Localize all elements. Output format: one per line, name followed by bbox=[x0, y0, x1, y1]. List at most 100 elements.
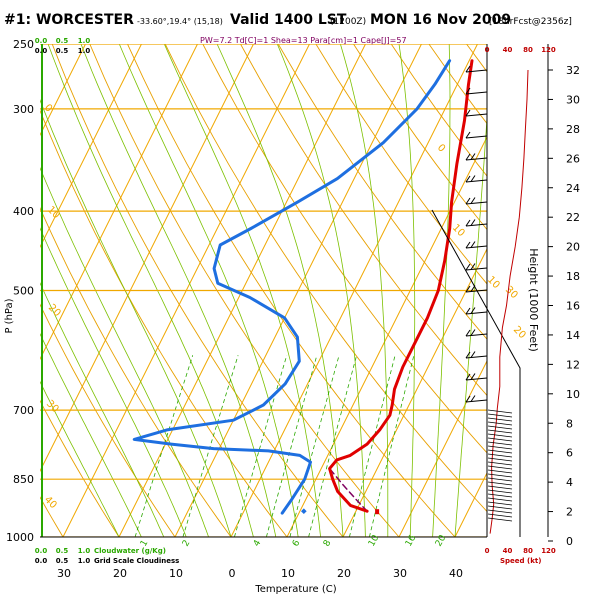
height-tick-label: 4 bbox=[566, 476, 573, 489]
barb-panel-boundary bbox=[431, 209, 521, 537]
sounding-profiles bbox=[132, 59, 474, 515]
speed-tick-top: 80 bbox=[523, 46, 533, 54]
height-tick-label: 32 bbox=[566, 64, 580, 77]
moist-adiabat-line bbox=[40, 282, 165, 537]
cloudwater-label: Cloudwater (g/Kg) bbox=[94, 547, 166, 555]
mixing-ratio-label: 16 bbox=[404, 533, 419, 548]
wind-barb bbox=[487, 421, 513, 426]
height-tick-label: 12 bbox=[566, 358, 580, 371]
wind-barb bbox=[465, 307, 488, 315]
height-tick-label: 10 bbox=[566, 388, 580, 401]
dry-adiabat-line bbox=[504, 44, 600, 537]
wind-barb bbox=[487, 429, 513, 434]
mixing-ratio-label: 4 bbox=[252, 538, 264, 548]
wind-barb bbox=[487, 477, 513, 482]
cloudiness-tick-top: 1.0 bbox=[78, 47, 91, 55]
sounding-indices: PW=7.2 Td[C]=1 Shea=13 Para[cm]=1 Cape[J… bbox=[200, 36, 407, 45]
wind-barb bbox=[487, 457, 513, 462]
cloudwater-tick-bottom: 0.5 bbox=[56, 547, 69, 555]
utc-time: (1200Z) bbox=[330, 17, 366, 27]
forecast-info: [18hrFcst@2356z] bbox=[489, 17, 572, 27]
speed-tick-top: 120 bbox=[541, 46, 556, 54]
pressure-tick-label: 850 bbox=[13, 473, 34, 486]
isotherm-line bbox=[567, 44, 600, 537]
cloudiness-tick-bottom: 0.5 bbox=[56, 557, 69, 565]
wind-barb bbox=[465, 175, 488, 183]
temperature-tick-label: 20 bbox=[113, 567, 127, 580]
wind-speed-profile bbox=[489, 69, 529, 534]
height-tick-label: 14 bbox=[566, 329, 580, 342]
cloudiness-tick-top: 0.5 bbox=[56, 47, 69, 55]
dry-adiabat-label: 40 bbox=[42, 494, 59, 511]
height-tick-label: 6 bbox=[566, 447, 573, 460]
height-tick-label: 2 bbox=[566, 506, 573, 519]
dry-adiabat-label: 20 bbox=[511, 324, 528, 341]
thermo-grid bbox=[40, 44, 600, 537]
valid-time: Valid 1400 LST bbox=[230, 12, 347, 28]
wind-barb bbox=[487, 425, 513, 430]
pressure-axis-label: P (hPa) bbox=[4, 298, 15, 333]
wind-barb bbox=[487, 409, 513, 414]
wind-barb bbox=[487, 501, 513, 506]
wind-barb bbox=[487, 469, 513, 474]
mixing-ratio-label: 10 bbox=[367, 533, 382, 548]
moist-adiabat-line bbox=[216, 44, 344, 537]
wind-barb bbox=[465, 373, 488, 381]
height-tick-label: 22 bbox=[566, 211, 580, 224]
cloudwater-tick-top: 0.0 bbox=[35, 37, 48, 45]
mixing-ratio-label: 2 bbox=[181, 539, 193, 549]
station-title: #1: WORCESTER bbox=[4, 12, 134, 28]
mixing-ratio-label: 6 bbox=[291, 538, 303, 548]
wind-barb bbox=[465, 351, 488, 359]
dry-adiabat-label: 10 bbox=[45, 204, 62, 221]
dry-adiabat-label: 0 bbox=[435, 142, 447, 154]
mixing-ratio-label: 8 bbox=[322, 538, 334, 548]
temperature-tick-label: 20 bbox=[337, 567, 351, 580]
mixing-ratio-line bbox=[308, 355, 358, 537]
wind-barb bbox=[487, 441, 513, 446]
isotherm-line bbox=[398, 359, 487, 537]
dry-adiabat-line bbox=[51, 44, 344, 537]
isotherm-line bbox=[511, 44, 600, 537]
surface-temperature-marker bbox=[375, 509, 380, 515]
dry-adiabat-line bbox=[40, 109, 288, 537]
cloudwater-tick-bottom: 1.0 bbox=[78, 547, 91, 555]
height-tick-label: 30 bbox=[566, 93, 580, 106]
height-tick-label: 28 bbox=[566, 123, 580, 136]
wind-barb bbox=[465, 395, 488, 403]
cloudwater-tick-top: 0.5 bbox=[56, 37, 69, 45]
temperature-tick-label: 10 bbox=[169, 567, 183, 580]
surface-dewpoint-marker bbox=[300, 508, 307, 515]
wind-barb bbox=[487, 453, 513, 458]
cloudwater-tick-top: 1.0 bbox=[78, 37, 91, 45]
speed-tick-bottom: 80 bbox=[523, 547, 533, 555]
wind-barb bbox=[487, 449, 513, 454]
wind-barb bbox=[487, 505, 513, 510]
moist-adiabat-line bbox=[432, 44, 451, 537]
wind-barb bbox=[487, 417, 513, 422]
grid-cloudiness-label: Grid Scale Cloudiness bbox=[94, 557, 179, 565]
dry-adiabat-line bbox=[202, 44, 487, 454]
dry-adiabat-label: 30 bbox=[503, 284, 520, 301]
mixing-ratio-line bbox=[266, 355, 318, 537]
isotherm-line bbox=[40, 44, 142, 249]
wind-barb bbox=[487, 513, 513, 518]
mixing-ratio-label: 1 bbox=[139, 539, 151, 549]
mixing-ratio-line bbox=[234, 355, 288, 537]
dry-adiabat-line bbox=[127, 44, 456, 537]
mixing-ratio-line bbox=[349, 355, 396, 537]
mixing-ratio-line bbox=[369, 355, 415, 537]
temperature-tick-label: 40 bbox=[449, 567, 463, 580]
moist-adiabat-line bbox=[454, 111, 487, 537]
height-tick-label: 24 bbox=[566, 182, 580, 195]
mixing-ratio-label: 20 bbox=[434, 533, 449, 548]
height-tick-label: 18 bbox=[566, 270, 580, 283]
wind-barb bbox=[465, 65, 488, 73]
speed-tick-bottom: 0 bbox=[485, 547, 490, 555]
speed-tick-bottom: 120 bbox=[541, 547, 556, 555]
wind-barb bbox=[487, 493, 513, 498]
height-tick-label: 26 bbox=[566, 152, 580, 165]
wind-barb bbox=[465, 131, 488, 139]
